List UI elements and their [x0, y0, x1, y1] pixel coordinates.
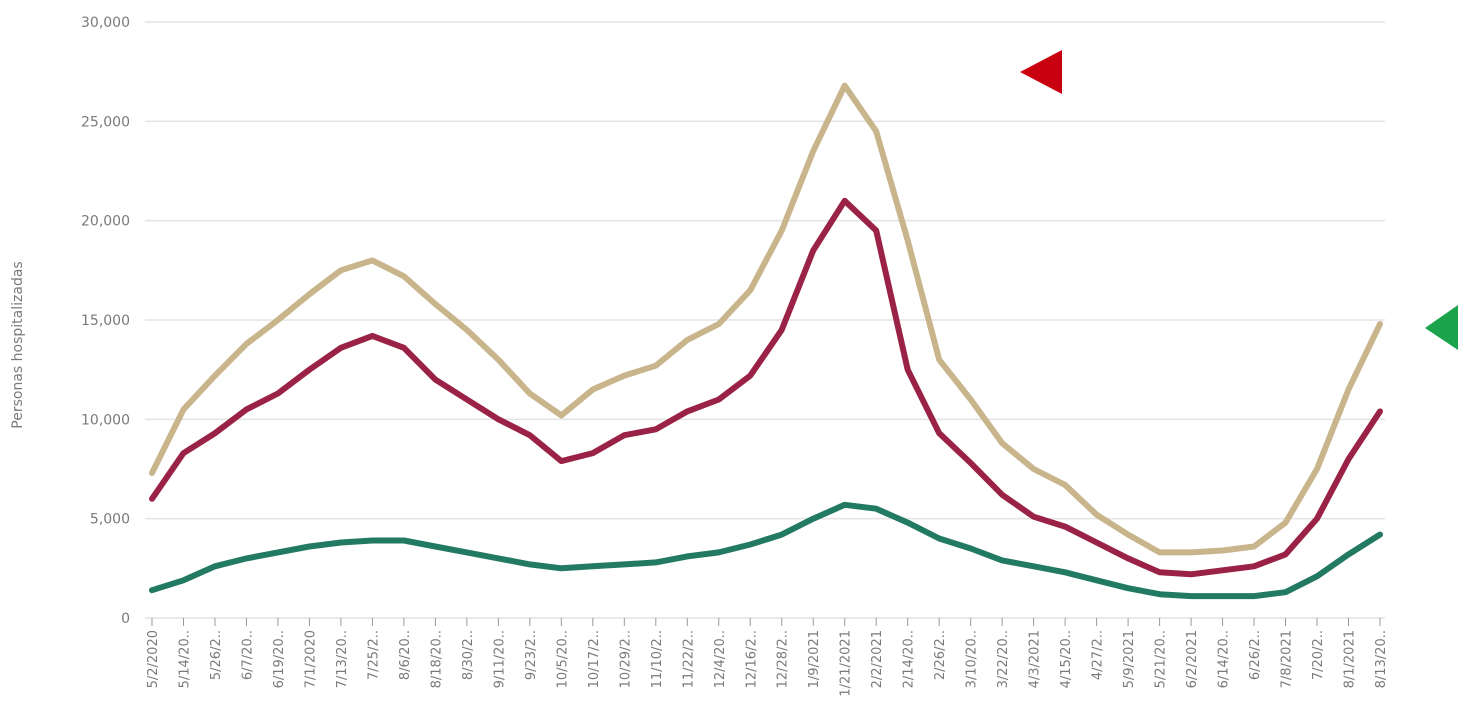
x-tick-label: 5/26/2.. [209, 630, 224, 680]
x-tick-label: 5/9/2021 [1122, 630, 1137, 688]
x-tick-label: 8/13/20.. [1374, 630, 1389, 688]
y-tick-label: 25,000 [81, 114, 130, 130]
x-tick-label: 8/30/2.. [461, 630, 476, 680]
y-tick-label: 20,000 [81, 214, 130, 230]
series-line [149, 197, 1383, 578]
x-tick-label: 2/26/2.. [933, 630, 948, 680]
x-tick-label: 5/2/2020 [146, 630, 161, 688]
x-tick-label: 7/20/2.. [1311, 630, 1326, 680]
x-tick-label: 2/2/2021 [870, 630, 885, 688]
x-tick-label: 11/10/2.. [650, 630, 665, 688]
x-tick-label: 3/22/20.. [996, 630, 1011, 688]
x-tick-label: 12/4/20.. [713, 630, 728, 688]
x-tick-label: 7/1/2020 [303, 630, 318, 688]
x-tick-label: 7/25/2.. [366, 630, 381, 680]
x-tick-label: 3/10/20.. [965, 630, 980, 688]
x-tick-label: 6/7/20.. [240, 630, 255, 680]
x-tick-label: 9/23/2.. [524, 630, 539, 680]
x-tick-label: 1/9/2021 [807, 630, 822, 688]
x-tick-label: 10/17/2.. [587, 630, 602, 688]
marker-triangle [1020, 50, 1062, 94]
y-tick-label: 5,000 [90, 512, 130, 528]
x-tick-label: 12/16/2.. [744, 630, 759, 688]
series-line [149, 501, 1383, 600]
x-tick-label: 5/14/20.. [177, 630, 192, 688]
x-tick-label: 2/14/20.. [902, 630, 917, 688]
x-tick-label: 7/8/2021 [1280, 630, 1295, 688]
x-tick-label: 7/13/20.. [335, 630, 350, 688]
x-tick-label: 8/18/20.. [429, 630, 444, 688]
x-tick-label: 6/19/20.. [272, 630, 287, 688]
y-axis-title: Personas hospitalizadas [10, 261, 26, 428]
x-tick-label: 4/27/2.. [1091, 630, 1106, 680]
x-tick-label: 4/3/2021 [1028, 630, 1043, 688]
x-tick-label: 6/2/2021 [1185, 630, 1200, 688]
x-tick-label: 5/21/20.. [1154, 630, 1169, 688]
marker-triangle [1425, 305, 1458, 350]
x-tick-label: 4/15/20.. [1059, 630, 1074, 688]
x-tick-label: 12/28/2.. [776, 630, 791, 688]
x-tick-label: 1/21/2021 [839, 630, 854, 697]
y-tick-label: 0 [121, 611, 130, 627]
x-tick-label: 9/11/20.. [492, 630, 507, 688]
x-tick-label: 8/1/2021 [1343, 630, 1358, 688]
x-tick-label: 10/29/2.. [618, 630, 633, 688]
x-tick-label: 8/6/20.. [398, 630, 413, 680]
y-tick-label: 30,000 [81, 15, 130, 31]
x-tick-label: 11/22/2.. [681, 630, 696, 688]
x-tick-label: 6/14/20.. [1217, 630, 1232, 688]
y-tick-label: 15,000 [81, 313, 130, 329]
y-tick-label: 10,000 [81, 412, 130, 428]
x-tick-label: 6/26/2.. [1248, 630, 1263, 680]
x-tick-label: 10/5/20.. [555, 630, 570, 688]
series-line [149, 82, 1383, 556]
